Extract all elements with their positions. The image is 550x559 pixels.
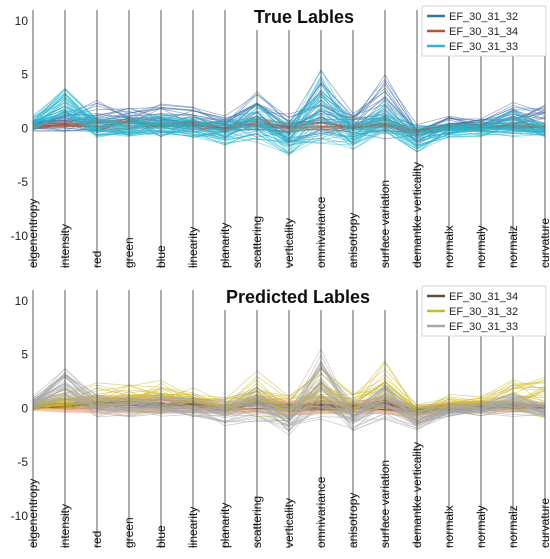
axis-label: intensity (58, 504, 72, 548)
axis-label: surface variation (378, 180, 392, 268)
axis-label: red (90, 251, 104, 268)
y-tick-label: -10 (11, 229, 29, 243)
y-tick-label: 0 (21, 401, 28, 415)
legend-label: EF_30_31_33 (449, 41, 518, 53)
y-tick-label: 10 (15, 294, 29, 308)
axis-label: curvature (538, 498, 550, 548)
axis-label: anisotropy (346, 493, 360, 548)
axis-label: normalz (506, 505, 520, 548)
axis-label: curvature (538, 218, 550, 268)
legend-entry: EF_30_31_32 (427, 306, 518, 318)
panel-title: Predicted Lables (226, 287, 370, 307)
legend-entry: EF_30_31_32 (427, 11, 518, 23)
axis-label: omnivariance (314, 476, 328, 548)
axis-label: eigenentropy (26, 199, 40, 268)
axis-label: verticality (282, 498, 296, 548)
y-tick-label: 0 (21, 121, 28, 135)
legend-entry: EF_30_31_34 (427, 26, 518, 38)
y-tick-label: -5 (17, 175, 28, 189)
parallel-axes: eigenentropy intensity red green blue lineari… (26, 290, 550, 548)
y-tick-label: -10 (11, 509, 29, 523)
legend-entry: EF_30_31_33 (427, 41, 518, 53)
legend-label: EF_30_31_32 (449, 306, 518, 318)
axis-label: eigenentropy (26, 479, 40, 548)
axis-label: green (122, 237, 136, 268)
axis-label: planarity (218, 223, 232, 268)
axis-label: blue (154, 525, 168, 548)
axis-label: verticality (282, 218, 296, 268)
legend-label: EF_30_31_34 (449, 291, 518, 303)
axis-label: normalz (506, 225, 520, 268)
legend: EF_30_31_32 EF_30_31_34 EF_30_31_33 (421, 5, 547, 57)
axis-label: linearity (186, 227, 200, 268)
y-tick-labels: 10 5 0 -5 -10 (11, 14, 29, 243)
legend-label: EF_30_31_33 (449, 321, 518, 333)
axis-label: normaly (474, 225, 488, 268)
parallel-axes: eigenentropy intensity red green blue lineari… (26, 10, 550, 268)
axis-label: normalx (442, 505, 456, 548)
legend-entry: EF_30_31_34 (427, 291, 518, 303)
y-tick-label: 5 (21, 68, 28, 82)
axis-label: omnivariance (314, 196, 328, 268)
axis-label: surface variation (378, 460, 392, 548)
axis-label: normalx (442, 225, 456, 268)
axis-label: linearity (186, 507, 200, 548)
axis-label: blue (154, 245, 168, 268)
axis-label: red (90, 531, 104, 548)
y-tick-labels: 10 5 0 -5 -10 (11, 294, 29, 523)
legend: EF_30_31_34 EF_30_31_32 EF_30_31_33 (421, 285, 547, 337)
axis-label: demantke verticality (410, 162, 424, 268)
axis-label: anisotropy (346, 213, 360, 268)
legend-label: EF_30_31_32 (449, 11, 518, 23)
axis-label: demantke verticality (410, 442, 424, 548)
panel-true-labels: 10 5 0 -5 -10 eigenentropy intensity red green b… (11, 4, 550, 268)
title-background (230, 4, 378, 30)
axis-label: scattering (250, 496, 264, 548)
y-tick-label: 10 (15, 14, 29, 28)
axis-label: scattering (250, 216, 264, 268)
y-tick-label: -5 (17, 455, 28, 469)
panel-predicted-labels: 10 5 0 -5 -10 eigenentropy intensity red green b… (11, 284, 550, 548)
axis-label: green (122, 517, 136, 548)
legend-label: EF_30_31_34 (449, 26, 518, 38)
y-tick-label: 5 (21, 348, 28, 362)
panel-title: True Lables (254, 7, 354, 27)
axis-label: normaly (474, 505, 488, 548)
legend-entry: EF_30_31_33 (427, 321, 518, 333)
title-background (206, 284, 392, 310)
axis-label: planarity (218, 503, 232, 548)
axis-label: intensity (58, 224, 72, 268)
